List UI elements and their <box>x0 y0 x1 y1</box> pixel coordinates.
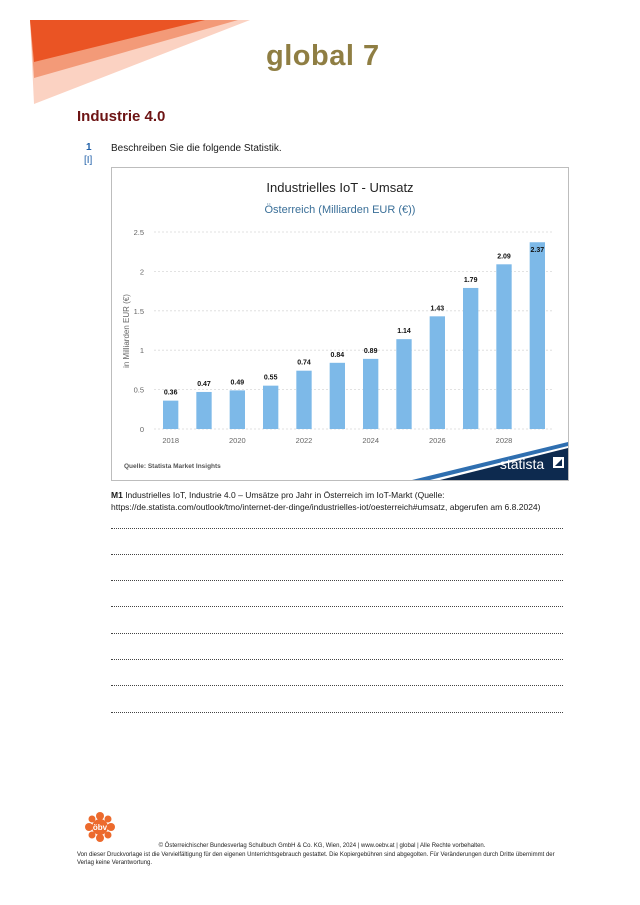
bar-2029 <box>529 242 545 429</box>
chart-title: Industrielles IoT - Umsatz <box>266 180 413 195</box>
data-label-2025: 1.14 <box>397 328 411 335</box>
bar-2025 <box>396 339 412 429</box>
data-label-2029: 2.37 <box>531 247 545 254</box>
oebv-logo: öbv <box>85 812 115 842</box>
data-label-2019: 0.47 <box>197 381 211 388</box>
y-tick-label: 2.5 <box>134 228 144 237</box>
data-label-2024: 0.89 <box>364 348 378 355</box>
y-tick-label: 1.5 <box>134 307 144 316</box>
data-label-2027: 1.79 <box>464 277 478 284</box>
y-tick-label: 0 <box>140 425 144 434</box>
answer-line[interactable] <box>111 554 563 555</box>
figure-caption: M1 Industrielles IoT, Industrie 4.0 – Um… <box>111 489 571 513</box>
statista-wordmark: statista <box>500 456 545 472</box>
footer: © Österreichischer Bundesverlag Schulbuc… <box>77 842 567 868</box>
footer-notice: Von dieser Druckvorlage ist die Vervielf… <box>77 851 555 867</box>
bar-2022 <box>296 370 312 429</box>
x-tick-label: 2024 <box>362 436 379 445</box>
data-label-2022: 0.74 <box>297 360 311 367</box>
answer-line[interactable] <box>111 580 563 581</box>
bar-2020 <box>229 390 245 429</box>
answer-line[interactable] <box>111 633 563 634</box>
section-title: Industrie 4.0 <box>77 108 166 125</box>
x-tick-label: 2020 <box>229 436 246 445</box>
task-number: 1 <box>86 142 92 153</box>
page-title: global 7 <box>266 40 380 72</box>
answer-line[interactable] <box>111 528 563 529</box>
answer-line[interactable] <box>111 606 563 607</box>
footer-copyright: © Österreichischer Bundesverlag Schulbuc… <box>158 843 486 849</box>
answer-line[interactable] <box>111 659 563 660</box>
statista-logo: statista <box>412 442 568 480</box>
task-level: [I] <box>84 155 93 166</box>
data-label-2028: 2.09 <box>497 253 511 260</box>
data-label-2021: 0.55 <box>264 375 278 382</box>
logo-text: öbv <box>93 823 108 832</box>
x-tick-label: 2018 <box>162 436 179 445</box>
bar-2019 <box>196 391 212 429</box>
bar-2026 <box>429 316 445 429</box>
x-tick-label: 2022 <box>296 436 313 445</box>
answer-line[interactable] <box>111 712 563 713</box>
task-instruction: Beschreiben Sie die folgende Statistik. <box>111 143 282 154</box>
data-label-2026: 1.43 <box>431 305 445 312</box>
bar-chart: Industrielles IoT - Umsatz Österreich (M… <box>122 180 568 480</box>
y-tick-label: 1 <box>140 346 144 355</box>
caption-text: Industrielles IoT, Industrie 4.0 – Umsät… <box>111 490 541 512</box>
caption-label: M1 <box>111 490 123 500</box>
data-label-2023: 0.84 <box>331 352 345 359</box>
x-tick-label: 2028 <box>496 436 513 445</box>
bar-2027 <box>463 287 479 429</box>
answer-line[interactable] <box>111 685 563 686</box>
bar-2028 <box>496 264 512 429</box>
chart-subtitle: Österreich (Milliarden EUR (€)) <box>265 204 416 216</box>
y-tick-label: 0.5 <box>134 386 144 395</box>
bar-2021 <box>263 385 279 429</box>
chart-container: Industrielles IoT - Umsatz Österreich (M… <box>111 167 569 481</box>
chart-source: Quelle: Statista Market Insights <box>124 463 221 470</box>
bar-2023 <box>329 362 345 429</box>
bar-2024 <box>363 358 379 429</box>
x-tick-label: 2026 <box>429 436 446 445</box>
chart-y-axis-label: in Milliarden EUR (€) <box>122 294 131 368</box>
bar-2018 <box>163 400 179 429</box>
header-decoration <box>30 20 250 104</box>
data-label-2020: 0.49 <box>231 379 245 386</box>
y-tick-label: 2 <box>140 267 144 276</box>
data-label-2018: 0.36 <box>164 390 178 397</box>
